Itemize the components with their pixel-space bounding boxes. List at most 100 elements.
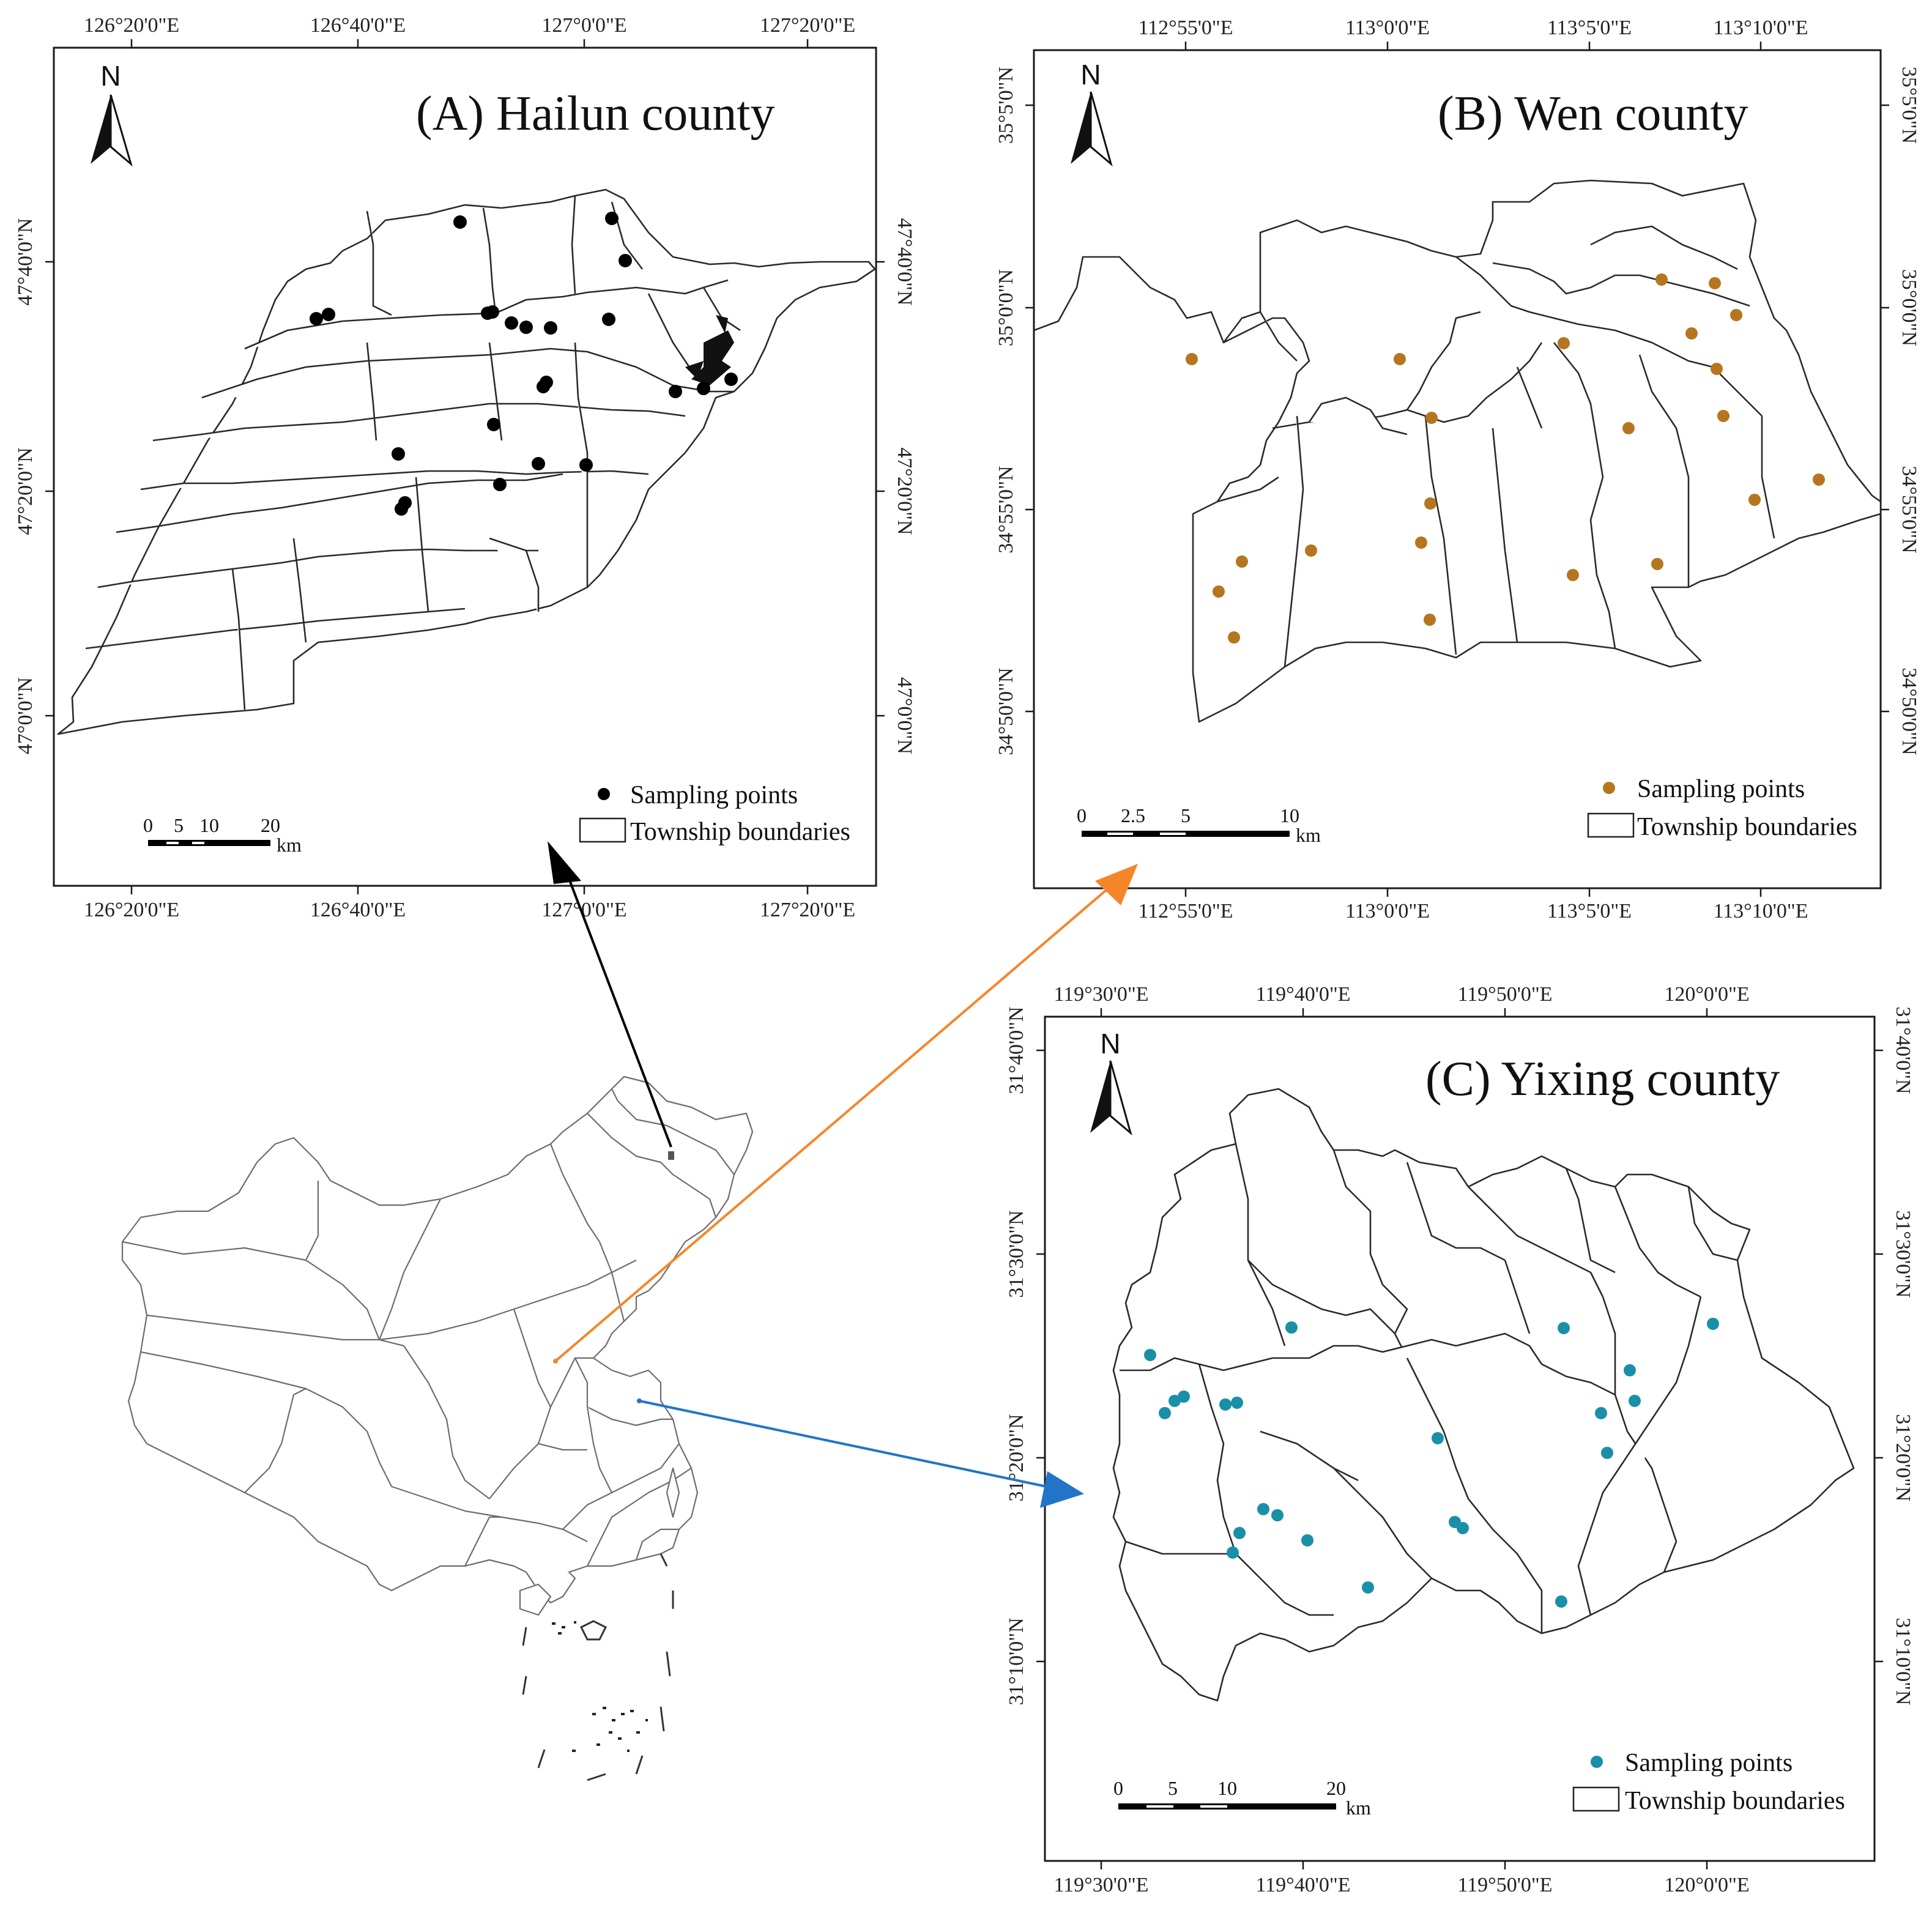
sampling-point (1168, 1395, 1181, 1407)
wen-bottom-tick-1: 113°0'0"E (1345, 900, 1430, 922)
sampling-point (669, 385, 682, 398)
wen-scale-unit: km (1296, 824, 1321, 846)
north-arrow-outline-icon (1090, 91, 1113, 167)
yixing-bottom-tick-1: 119°40'0"E (1255, 1874, 1350, 1896)
wen-connector-arrow (554, 883, 1115, 1362)
yixing-legend-bounds-label: Township boundaries (1625, 1787, 1845, 1815)
sampling-point (1213, 585, 1225, 598)
panel-wen: 112°55'0"E 113°0'0"E 113°5'0"E 113°10'0"… (995, 17, 1920, 922)
hailun-legend-point-icon (598, 788, 610, 800)
yixing-right-tick-1: 31°30'0"N (1892, 1210, 1914, 1297)
hailun-title: (A) Hailun county (416, 87, 775, 141)
wen-right-tick-0: 35°5'0"N (1898, 67, 1920, 144)
north-arrow-outline-icon (110, 94, 133, 167)
sampling-point (1257, 1503, 1269, 1515)
wen-left-tick-3: 34°50'0"N (995, 667, 1017, 755)
yixing-top-tick-0: 119°30'0"E (1053, 983, 1148, 1006)
sampling-point (453, 215, 467, 229)
sampling-point (1236, 555, 1248, 568)
hailun-north-label: N (100, 60, 121, 92)
wen-sampling-points (1186, 273, 1825, 644)
yixing-left-tick-1: 31°30'0"N (1005, 1210, 1028, 1297)
wen-right-tick-3: 34°50'0"N (1898, 667, 1920, 755)
wen-scale-3: 10 (1280, 804, 1299, 826)
sampling-point (1159, 1407, 1171, 1419)
sampling-point (1227, 1546, 1239, 1559)
wen-scale-bar: 0 2.5 5 10 km (1077, 804, 1321, 846)
yixing-right-tick-0: 31°40'0"N (1892, 1006, 1914, 1094)
sampling-point (1624, 1364, 1636, 1376)
sampling-point (1685, 327, 1698, 340)
yixing-legend-point-icon (1591, 1756, 1603, 1768)
sampling-point (1629, 1395, 1641, 1407)
north-arrow-icon (91, 95, 111, 164)
hailun-scale-bar: 0 5 10 20 km (143, 814, 302, 856)
sampling-point (1711, 363, 1723, 375)
wen-legend-points-label: Sampling points (1637, 775, 1805, 803)
sampling-point (1305, 544, 1317, 557)
panel-hailun: 126°20'0"E 126°40'0"E 127°0'0"E 127°20'0… (14, 14, 916, 921)
yixing-title: (C) Yixing county (1425, 1052, 1780, 1106)
wen-township-boundaries (1034, 179, 1881, 723)
sampling-point (1558, 337, 1570, 349)
yixing-north-arrow: N (1090, 1028, 1132, 1136)
yixing-left-tick-0: 31°40'0"N (1005, 1006, 1028, 1094)
north-arrow-icon (1090, 1061, 1110, 1133)
wen-legend-point-icon (1603, 782, 1615, 794)
sampling-point (1271, 1509, 1284, 1521)
hailun-top-tick-1: 126°40'0"E (310, 14, 406, 37)
sampling-point (1432, 1432, 1444, 1444)
wen-bottom-tick-0: 112°55'0"E (1138, 900, 1233, 922)
wen-scale-2: 5 (1181, 804, 1191, 826)
hailun-scale-3: 20 (261, 814, 280, 836)
sampling-point (1558, 1322, 1570, 1334)
sampling-point (1144, 1349, 1156, 1361)
nine-dash-line (522, 1553, 674, 1781)
sampling-point (1362, 1581, 1374, 1594)
yixing-bottom-tick-2: 119°50'0"E (1457, 1874, 1552, 1896)
sampling-point (1425, 412, 1438, 424)
wen-bottom-tick-3: 113°10'0"E (1713, 900, 1808, 922)
yixing-left-tick-3: 31°10'0"N (1005, 1617, 1028, 1705)
yixing-ticks (1036, 1008, 1883, 1869)
sampling-point (1424, 614, 1436, 626)
sampling-point (1717, 410, 1730, 422)
sampling-point (1233, 1527, 1246, 1539)
sampling-point (310, 312, 323, 325)
hailun-sampling-points (310, 212, 738, 516)
wen-top-tick-1: 113°0'0"E (1345, 17, 1430, 39)
sampling-point (619, 254, 632, 267)
sampling-point (1707, 1318, 1719, 1330)
wen-legend-boundary-icon (1587, 812, 1635, 838)
sampling-point (697, 382, 710, 395)
sampling-point (1394, 353, 1406, 365)
sampling-point (395, 502, 408, 516)
yixing-top-tick-2: 119°50'0"E (1457, 983, 1552, 1006)
hailun-right-tick-2: 47°0'0"N (893, 677, 916, 754)
china-overview-map (121, 1075, 754, 1781)
north-arrow-outline-icon (1109, 1060, 1132, 1136)
sampling-point (493, 478, 507, 491)
sampling-point (1178, 1390, 1190, 1403)
yixing-legend: Sampling points Township boundaries (1572, 1749, 1845, 1815)
wen-left-tick-0: 35°5'0"N (995, 67, 1017, 144)
wen-bottom-tick-2: 113°5'0"E (1547, 900, 1632, 922)
sampling-point (1457, 1522, 1469, 1534)
hailun-lakes (685, 315, 734, 385)
sampling-point (486, 305, 499, 319)
sampling-point (1301, 1534, 1313, 1546)
hailun-connector-arrow (562, 862, 672, 1148)
arrow-head-icon (1040, 1471, 1084, 1508)
hailun-bottom-tick-1: 126°40'0"E (310, 899, 406, 921)
sampling-point (724, 373, 738, 386)
wen-scale-0: 0 (1077, 804, 1087, 826)
wen-title: (B) Wen county (1438, 87, 1748, 141)
wen-right-tick-2: 34°55'0"N (1898, 466, 1920, 553)
hailun-north-arrow: N (91, 60, 133, 167)
connector-arrows (548, 841, 1138, 1508)
yixing-bottom-tick-3: 120°0'0"E (1664, 1874, 1749, 1896)
yixing-top-tick-3: 120°0'0"E (1664, 983, 1749, 1006)
sampling-point (392, 447, 405, 461)
hailun-ticks (45, 39, 885, 894)
